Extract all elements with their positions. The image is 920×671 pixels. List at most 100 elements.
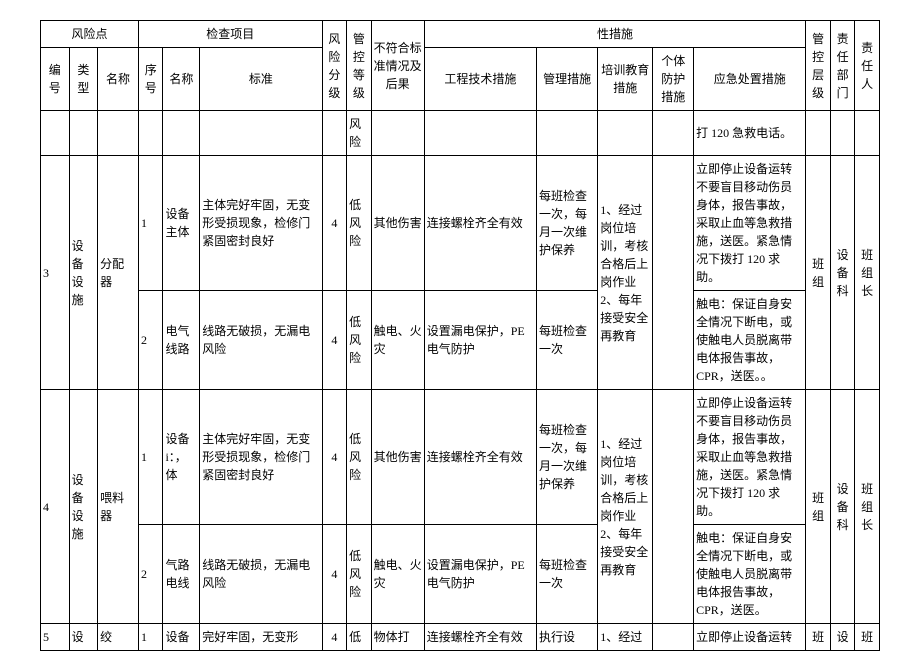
cell-person: 班 xyxy=(855,624,880,651)
cell-name: 绞 xyxy=(98,624,139,651)
cell-riskclass: 4 xyxy=(322,624,346,651)
cell-standard: 主体完好牢固，无变形受损现象，检修门紧固密封良好 xyxy=(200,390,322,525)
cell-riskclass: 4 xyxy=(322,291,346,390)
hdr-ctrl-level: 管控层级 xyxy=(806,21,830,111)
cell-noncomp: 物体打 xyxy=(371,624,424,651)
cell-mgmt: 每班检查一次，每月一次维护保养 xyxy=(536,390,597,525)
cell-eng: 设置漏电保护，PE 电气防护 xyxy=(424,291,536,390)
cell-standard: 主体完好牢固，无变形受损现象，检修门紧固密封良好 xyxy=(200,156,322,291)
cell-emergency: 立即停止设备运转不要盲目移动伤员身体，报告事故，采取止血等急救措施，送医。紧急情… xyxy=(694,390,806,525)
cell-seq: 1 xyxy=(138,624,162,651)
cell-dept: 设备科 xyxy=(830,390,854,624)
hdr-check-item: 检查项目 xyxy=(138,21,322,48)
hdr-dept: 责任部门 xyxy=(830,21,854,111)
cell-subname: 设备 i：，体 xyxy=(163,390,200,525)
cell-standard: 完好牢固，无变形 xyxy=(200,624,322,651)
cell-emergency: 立即停止设备运转 xyxy=(694,624,806,651)
hdr-type: 类型 xyxy=(69,48,98,111)
cell-training: 1、经过岗位培训，考核合格后上岗作业 2、每年接受安全再教育 xyxy=(598,390,653,624)
cell-mgmt: 每班检查一次，每月一次维护保养 xyxy=(536,156,597,291)
cell-subname: 电气线路 xyxy=(163,291,200,390)
hdr-risk-point: 风险点 xyxy=(41,21,139,48)
hdr-name2: 名称 xyxy=(163,48,200,111)
cell-ctrl-grade: 低风险 xyxy=(347,291,371,390)
cell-ctrl-grade: 风险 xyxy=(347,111,371,156)
hdr-measures: 性措施 xyxy=(424,21,806,48)
hdr-noncompliance: 不符合标准情况及后果 xyxy=(371,21,424,111)
cell-riskclass: 4 xyxy=(322,390,346,525)
cell-id: 5 xyxy=(41,624,70,651)
cell-seq: 2 xyxy=(138,525,162,624)
cell-ctrl-level: 班组 xyxy=(806,156,830,390)
cell-type: 设备设施 xyxy=(69,390,98,624)
cell-training: 1、经过 xyxy=(598,624,653,651)
cell-name: 分配器 xyxy=(98,156,139,390)
cell-id: 3 xyxy=(41,156,70,390)
cell-name: 喂料器 xyxy=(98,390,139,624)
cell-ctrl-grade: 低风险 xyxy=(347,156,371,291)
hdr-name: 名称 xyxy=(98,48,139,111)
row-4-sub1: 4 设备设施 喂料器 1 设备 i：，体 主体完好牢固，无变形受损现象，检修门紧… xyxy=(41,390,880,525)
cell-emergency: 打 120 急救电话。 xyxy=(694,111,806,156)
cell-emergency: 触电：保证自身安全情况下断电，或使触电人员脱离带电体报告事故，CPR，送医。 xyxy=(694,525,806,624)
cell-eng: 连接螺栓齐全有效 xyxy=(424,156,536,291)
cell-noncomp: 其他伤害 xyxy=(371,390,424,525)
cell-eng: 连接螺栓齐全有效 xyxy=(424,624,536,651)
cell-subname: 设备主体 xyxy=(163,156,200,291)
cell-ctrl-grade: 低 xyxy=(347,624,371,651)
hdr-emergency: 应急处置措施 xyxy=(694,48,806,111)
cell-id: 4 xyxy=(41,390,70,624)
hdr-standard: 标准 xyxy=(200,48,322,111)
cell-type: 设 xyxy=(69,624,98,651)
cell-mgmt: 每班检查一次 xyxy=(536,525,597,624)
row-3-sub2: 2 电气线路 线路无破损，无漏电风险 4 低风险 触电、火灾 设置漏电保护，PE… xyxy=(41,291,880,390)
cell-riskclass: 4 xyxy=(322,156,346,291)
hdr-id: 编号 xyxy=(41,48,70,111)
risk-table: 风险点 检查项目 风险分级 管控等级 不符合标准情况及后果 性措施 管控层级 责… xyxy=(40,20,880,651)
hdr-eng: 工程技术措施 xyxy=(424,48,536,111)
row-5: 5 设 绞 1 设备 完好牢固，无变形 4 低 物体打 连接螺栓齐全有效 执行设… xyxy=(41,624,880,651)
cell-ctrl-level: 班组 xyxy=(806,390,830,624)
row-3-sub1: 3 设备设施 分配器 1 设备主体 主体完好牢固，无变形受损现象，检修门紧固密封… xyxy=(41,156,880,291)
hdr-ppe: 个体防护措施 xyxy=(653,48,694,111)
cell-mgmt: 执行设 xyxy=(536,624,597,651)
cell-riskclass: 4 xyxy=(322,525,346,624)
cell-eng: 设置漏电保护，PE 电气防护 xyxy=(424,525,536,624)
cell-ppe xyxy=(653,624,694,651)
header-row-1: 风险点 检查项目 风险分级 管控等级 不符合标准情况及后果 性措施 管控层级 责… xyxy=(41,21,880,48)
cell-seq: 2 xyxy=(138,291,162,390)
cell-subname: 气路电线 xyxy=(163,525,200,624)
cell-dept: 设 xyxy=(830,624,854,651)
cell-ppe xyxy=(653,390,694,624)
cell-eng: 连接螺栓齐全有效 xyxy=(424,390,536,525)
cell-seq: 1 xyxy=(138,156,162,291)
hdr-mgmt: 管理措施 xyxy=(536,48,597,111)
row-partial-top: 风险 打 120 急救电话。 xyxy=(41,111,880,156)
cell-person: 班组长 xyxy=(855,390,880,624)
hdr-person: 责任人 xyxy=(855,21,880,111)
cell-mgmt: 每班检查一次 xyxy=(536,291,597,390)
hdr-ctrl-grade: 管控等级 xyxy=(347,21,371,111)
cell-ppe xyxy=(653,156,694,390)
cell-ctrl-level: 班 xyxy=(806,624,830,651)
cell-ctrl-grade: 低风险 xyxy=(347,525,371,624)
cell-training: 1、经过岗位培训，考核合格后上岗作业 2、每年接受安全再教育 xyxy=(598,156,653,390)
cell-emergency: 立即停止设备运转不要盲目移动伤员身体，报告事故，采取止血等急救措施，送医。紧急情… xyxy=(694,156,806,291)
cell-person: 班组长 xyxy=(855,156,880,390)
cell-emergency: 触电：保证自身安全情况下断电，或使触电人员脱离带电体报告事故，CPR，送医。。 xyxy=(694,291,806,390)
hdr-seq: 序号 xyxy=(138,48,162,111)
cell-type: 设备设施 xyxy=(69,156,98,390)
cell-ctrl-grade: 低风险 xyxy=(347,390,371,525)
cell-noncomp: 其他伤害 xyxy=(371,156,424,291)
cell-dept: 设备科 xyxy=(830,156,854,390)
cell-subname: 设备 xyxy=(163,624,200,651)
cell-standard: 线路无破损，无漏电风险 xyxy=(200,525,322,624)
hdr-risk-class: 风险分级 xyxy=(322,21,346,111)
cell-noncomp: 触电、火灾 xyxy=(371,525,424,624)
header-row-2: 编号 类型 名称 序号 名称 标准 工程技术措施 管理措施 培训教育措施 个体防… xyxy=(41,48,880,111)
hdr-training: 培训教育措施 xyxy=(598,48,653,111)
cell-seq: 1 xyxy=(138,390,162,525)
cell-standard: 线路无破损，无漏电风险 xyxy=(200,291,322,390)
cell-noncomp: 触电、火灾 xyxy=(371,291,424,390)
row-4-sub2: 2 气路电线 线路无破损，无漏电风险 4 低风险 触电、火灾 设置漏电保护，PE… xyxy=(41,525,880,624)
